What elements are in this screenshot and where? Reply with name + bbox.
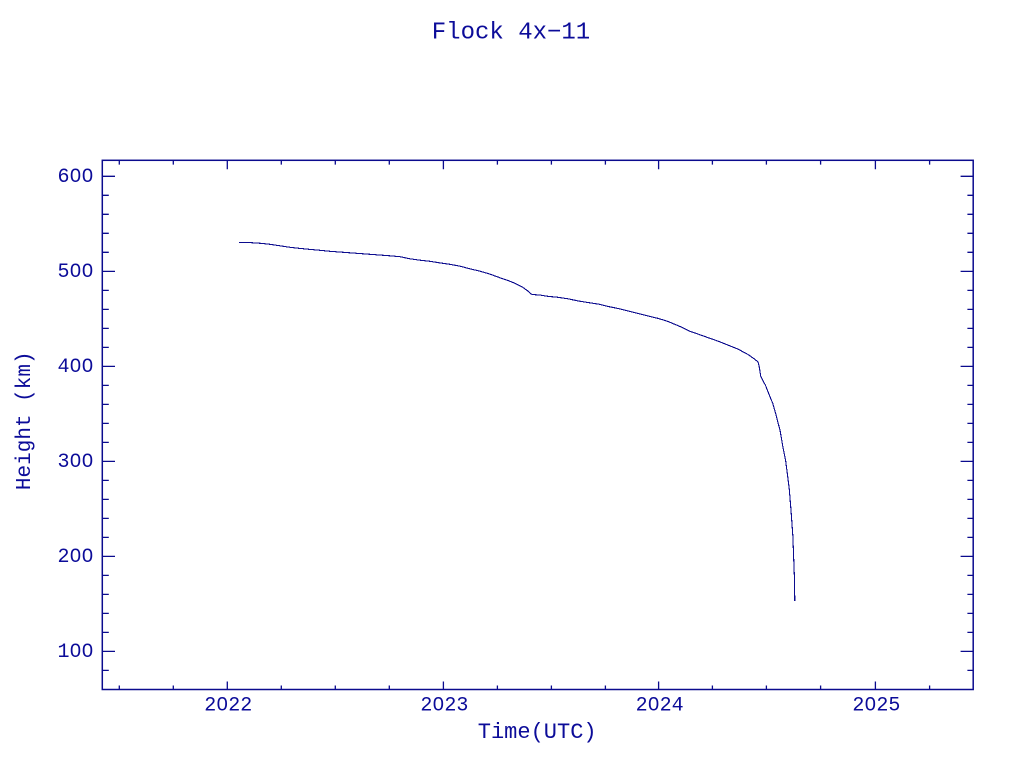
svg-text:600: 600	[57, 166, 93, 189]
svg-text:100: 100	[57, 641, 93, 664]
svg-text:2022: 2022	[204, 695, 252, 718]
svg-text:2025: 2025	[852, 695, 900, 718]
svg-text:200: 200	[57, 546, 93, 569]
svg-text:400: 400	[57, 356, 93, 379]
svg-text:Flock 4x−11: Flock 4x−11	[432, 20, 590, 47]
svg-text:500: 500	[57, 261, 93, 284]
svg-text:2024: 2024	[636, 695, 684, 718]
svg-text:2023: 2023	[420, 695, 468, 718]
svg-text:Time(UTC): Time(UTC)	[478, 720, 597, 745]
svg-text:Height (km): Height (km)	[14, 351, 37, 490]
svg-text:300: 300	[57, 451, 93, 474]
